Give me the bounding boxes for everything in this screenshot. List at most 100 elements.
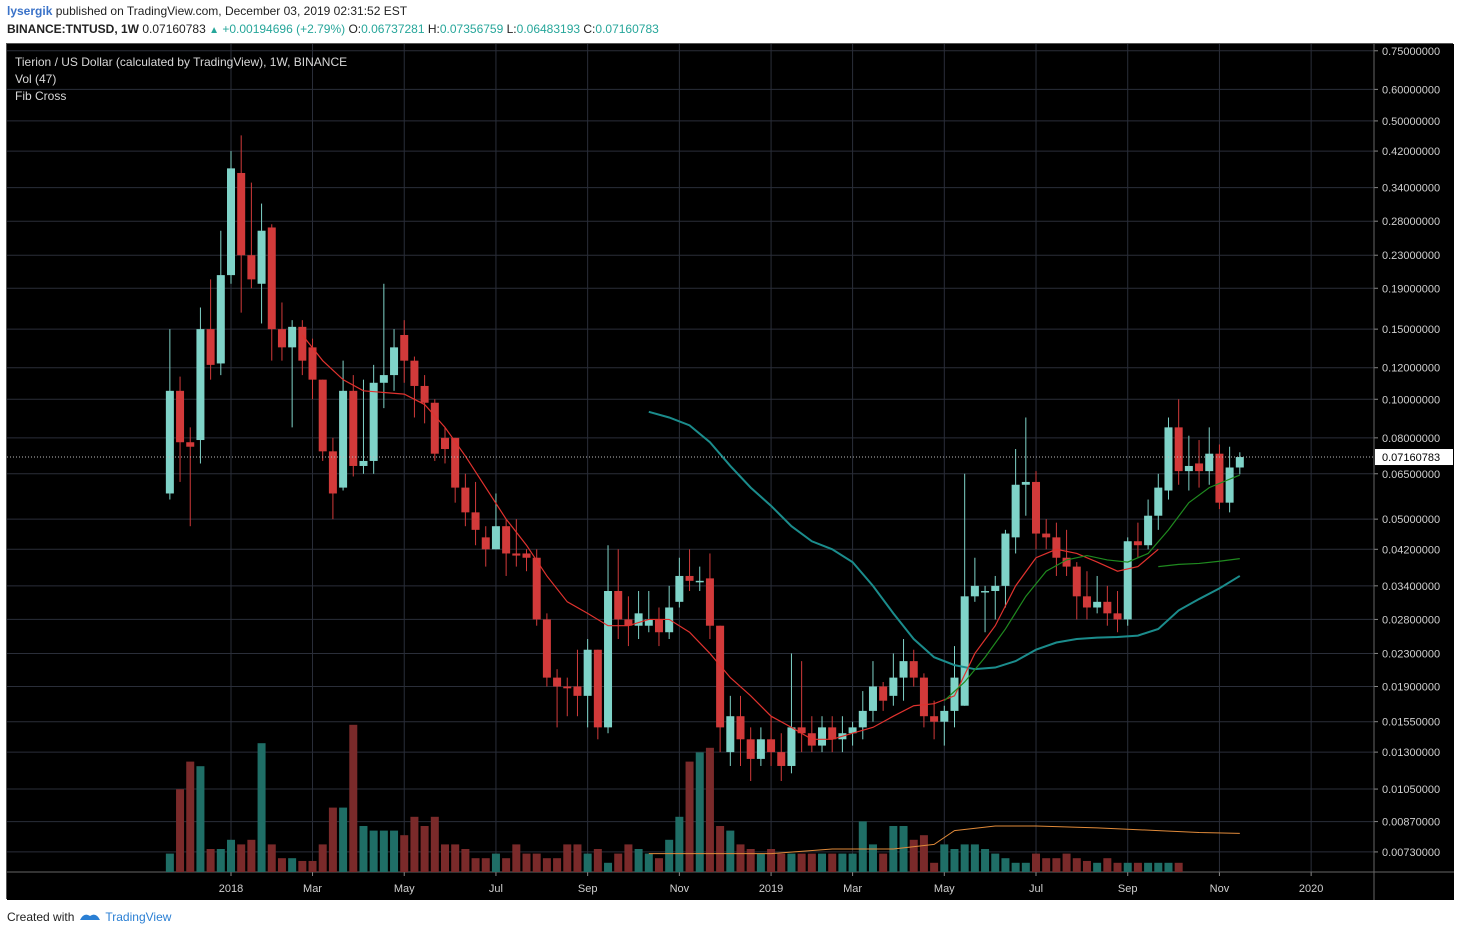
candle-body xyxy=(818,727,827,746)
candle-body xyxy=(858,710,867,728)
volume-bar xyxy=(970,844,979,872)
footer: Created with TradingView xyxy=(7,910,171,924)
candle-body xyxy=(797,727,806,734)
author-name[interactable]: lysergik xyxy=(7,4,53,18)
candle-body xyxy=(216,275,225,364)
candle-body xyxy=(430,402,439,454)
close-label: C: xyxy=(583,22,596,36)
y-tick-label: 0.23000000 xyxy=(1382,250,1440,262)
volume-bar xyxy=(410,816,419,872)
legend-volume[interactable]: Vol (47) xyxy=(15,72,57,86)
volume-bar xyxy=(909,839,918,872)
volume-bar xyxy=(858,821,867,872)
volume-bar xyxy=(818,853,827,872)
candle-body xyxy=(634,613,643,626)
volume-bar xyxy=(685,761,694,872)
candle-body xyxy=(563,686,572,689)
candle-body xyxy=(512,553,521,556)
x-tick-label: Nov xyxy=(1210,883,1230,895)
volume-bar xyxy=(1093,862,1102,872)
volume-bar xyxy=(451,844,460,872)
candle-body xyxy=(451,437,460,488)
volume-bar xyxy=(553,858,562,872)
volume-bar xyxy=(1164,862,1173,872)
candle-body xyxy=(1154,487,1163,516)
candle-body xyxy=(1032,481,1041,534)
volume-bar xyxy=(930,862,939,872)
candle-body xyxy=(1113,613,1122,620)
volume-bar xyxy=(267,844,276,872)
y-tick-label: 0.75000000 xyxy=(1382,46,1440,58)
candle-body xyxy=(604,591,613,728)
volume-bar xyxy=(777,853,786,872)
legend-indicator[interactable]: Fib Cross xyxy=(15,89,67,103)
high-label: H: xyxy=(427,22,440,36)
tradingview-brand[interactable]: TradingView xyxy=(105,910,172,924)
y-tick-label: 0.15000000 xyxy=(1382,324,1440,336)
volume-bar xyxy=(644,853,653,872)
candle-body xyxy=(593,649,602,728)
volume-bar xyxy=(471,858,480,872)
price-chart[interactable]: 0.75000000 0.60000000 0.50000000 0.42000000… xyxy=(7,44,1454,900)
x-tick-label: Sep xyxy=(1118,883,1138,895)
candle-body xyxy=(1225,467,1234,503)
volume-bar xyxy=(940,844,949,872)
x-tick-label: Mar xyxy=(843,883,862,895)
y-tick-label: 0.01550000 xyxy=(1382,717,1440,729)
volume-bar xyxy=(756,853,765,872)
candle-body xyxy=(1103,601,1112,614)
tradingview-logo-icon xyxy=(80,914,101,920)
candle-body xyxy=(1174,427,1183,472)
volume-bar xyxy=(339,807,348,872)
y-tick-label: 0.00870000 xyxy=(1382,817,1440,829)
volume-bar xyxy=(736,844,745,872)
candle-body xyxy=(1144,515,1153,546)
volume-bar xyxy=(919,835,928,872)
volume-bar xyxy=(950,849,959,872)
volume-bar xyxy=(604,862,613,872)
volume-bar xyxy=(176,789,185,872)
volume-bar xyxy=(349,724,358,872)
y-tick-label: 0.02800000 xyxy=(1382,614,1440,626)
chart-background xyxy=(7,44,1454,900)
candle-body xyxy=(981,591,990,593)
volume-bar xyxy=(379,830,388,872)
volume-bar xyxy=(390,830,399,872)
volume-bar xyxy=(532,853,541,872)
close-value: 0.07160783 xyxy=(595,22,659,36)
candle-body xyxy=(1062,557,1071,567)
candle-body xyxy=(1133,541,1142,546)
candle-body xyxy=(1123,541,1132,620)
candle-body xyxy=(553,677,562,687)
candle-body xyxy=(206,329,215,365)
x-tick-label: May xyxy=(394,883,415,895)
candle-body xyxy=(390,347,399,376)
candle-body xyxy=(237,172,246,256)
change-text: +0.00194696 (+2.79%) xyxy=(222,22,346,36)
volume-bar xyxy=(430,816,439,872)
candle-body xyxy=(298,326,307,361)
volume-bar xyxy=(1021,862,1030,872)
volume-bar xyxy=(828,853,837,872)
candle-body xyxy=(950,677,959,711)
volume-bar xyxy=(1144,862,1153,872)
last-price: 0.07160783 xyxy=(142,22,206,36)
candle-body xyxy=(339,390,348,488)
volume-bar xyxy=(461,849,470,872)
volume-bar xyxy=(400,835,409,872)
volume-bar xyxy=(216,849,225,872)
y-tick-label: 0.00730000 xyxy=(1382,847,1440,859)
x-tick-label: Nov xyxy=(670,883,690,895)
x-tick-label: Jul xyxy=(1029,883,1043,895)
y-tick-label: 0.12000000 xyxy=(1382,363,1440,375)
chart-panel[interactable]: 0.75000000 0.60000000 0.50000000 0.42000000… xyxy=(6,43,1454,900)
volume-bar xyxy=(583,853,592,872)
volume-bar xyxy=(165,853,174,872)
volume-bar xyxy=(675,816,684,872)
candle-body xyxy=(1011,484,1020,538)
volume-bar xyxy=(328,807,337,872)
volume-bar xyxy=(502,858,511,872)
candle-body xyxy=(1184,465,1193,472)
candle-body xyxy=(277,329,286,348)
ma-green-line xyxy=(943,474,1241,702)
